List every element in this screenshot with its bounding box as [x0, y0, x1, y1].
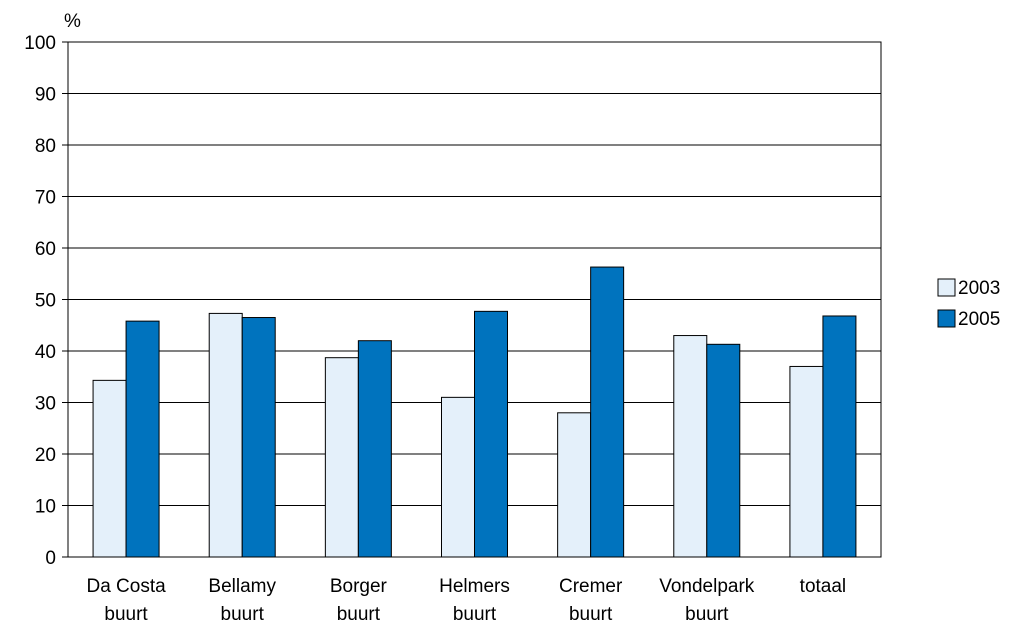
gridlines — [68, 93, 881, 506]
y-tick-label: 0 — [45, 548, 56, 569]
y-tick-label: 20 — [35, 445, 56, 466]
y-tick-label: 10 — [35, 497, 56, 518]
legend-label-2005: 2005 — [958, 309, 1000, 330]
x-category-label: Borger buurt — [330, 576, 388, 623]
bar-2005-6 — [822, 315, 857, 558]
x-category-label: Da Costa buurt — [86, 576, 166, 623]
bar-2005-4 — [590, 266, 625, 558]
bar-2005-0 — [125, 320, 160, 558]
y-tick-label: 50 — [35, 291, 56, 312]
x-axis-labels: Da Costa buurt Bellamy buurt Borger buurt Helm… — [86, 576, 846, 623]
legend-label-2003: 2003 — [958, 278, 1000, 299]
y-axis-ticks: 0 10 20 30 40 50 60 70 80 90 100 — [24, 33, 68, 569]
bar-2003-0 — [92, 379, 127, 558]
y-tick-label: 100 — [24, 33, 56, 54]
y-tick-label: 70 — [35, 188, 56, 209]
bars — [92, 266, 857, 558]
y-axis-unit-label: % — [64, 11, 81, 32]
bar-2003-6 — [789, 365, 824, 558]
bar-2005-5 — [706, 343, 741, 558]
bar-2005-3 — [474, 310, 508, 558]
legend-swatch-2003 — [937, 278, 956, 297]
bar-2003-3 — [441, 396, 475, 558]
y-tick-label: 60 — [35, 239, 56, 260]
bar-2003-2 — [324, 357, 359, 558]
bar-2005-1 — [241, 317, 276, 558]
x-category-label: Bellamy buurt — [208, 576, 276, 623]
bar-2003-1 — [208, 312, 243, 558]
y-tick-label: 30 — [35, 394, 56, 415]
y-tick-label: 80 — [35, 136, 56, 157]
x-category-label: totaal — [800, 576, 846, 597]
bar-2003-5 — [673, 335, 708, 558]
y-tick-label: 40 — [35, 342, 56, 363]
x-category-label: Vondelpark buurt — [659, 576, 755, 623]
x-category-label: Cremer buurt — [559, 576, 623, 623]
legend-swatch-2005 — [937, 309, 956, 328]
bar-2005-2 — [357, 340, 392, 558]
legend: 2003 2005 — [937, 278, 1000, 330]
bar-2003-4 — [557, 412, 592, 558]
y-tick-label: 90 — [35, 85, 56, 106]
x-category-label: Helmers buurt — [439, 576, 510, 623]
